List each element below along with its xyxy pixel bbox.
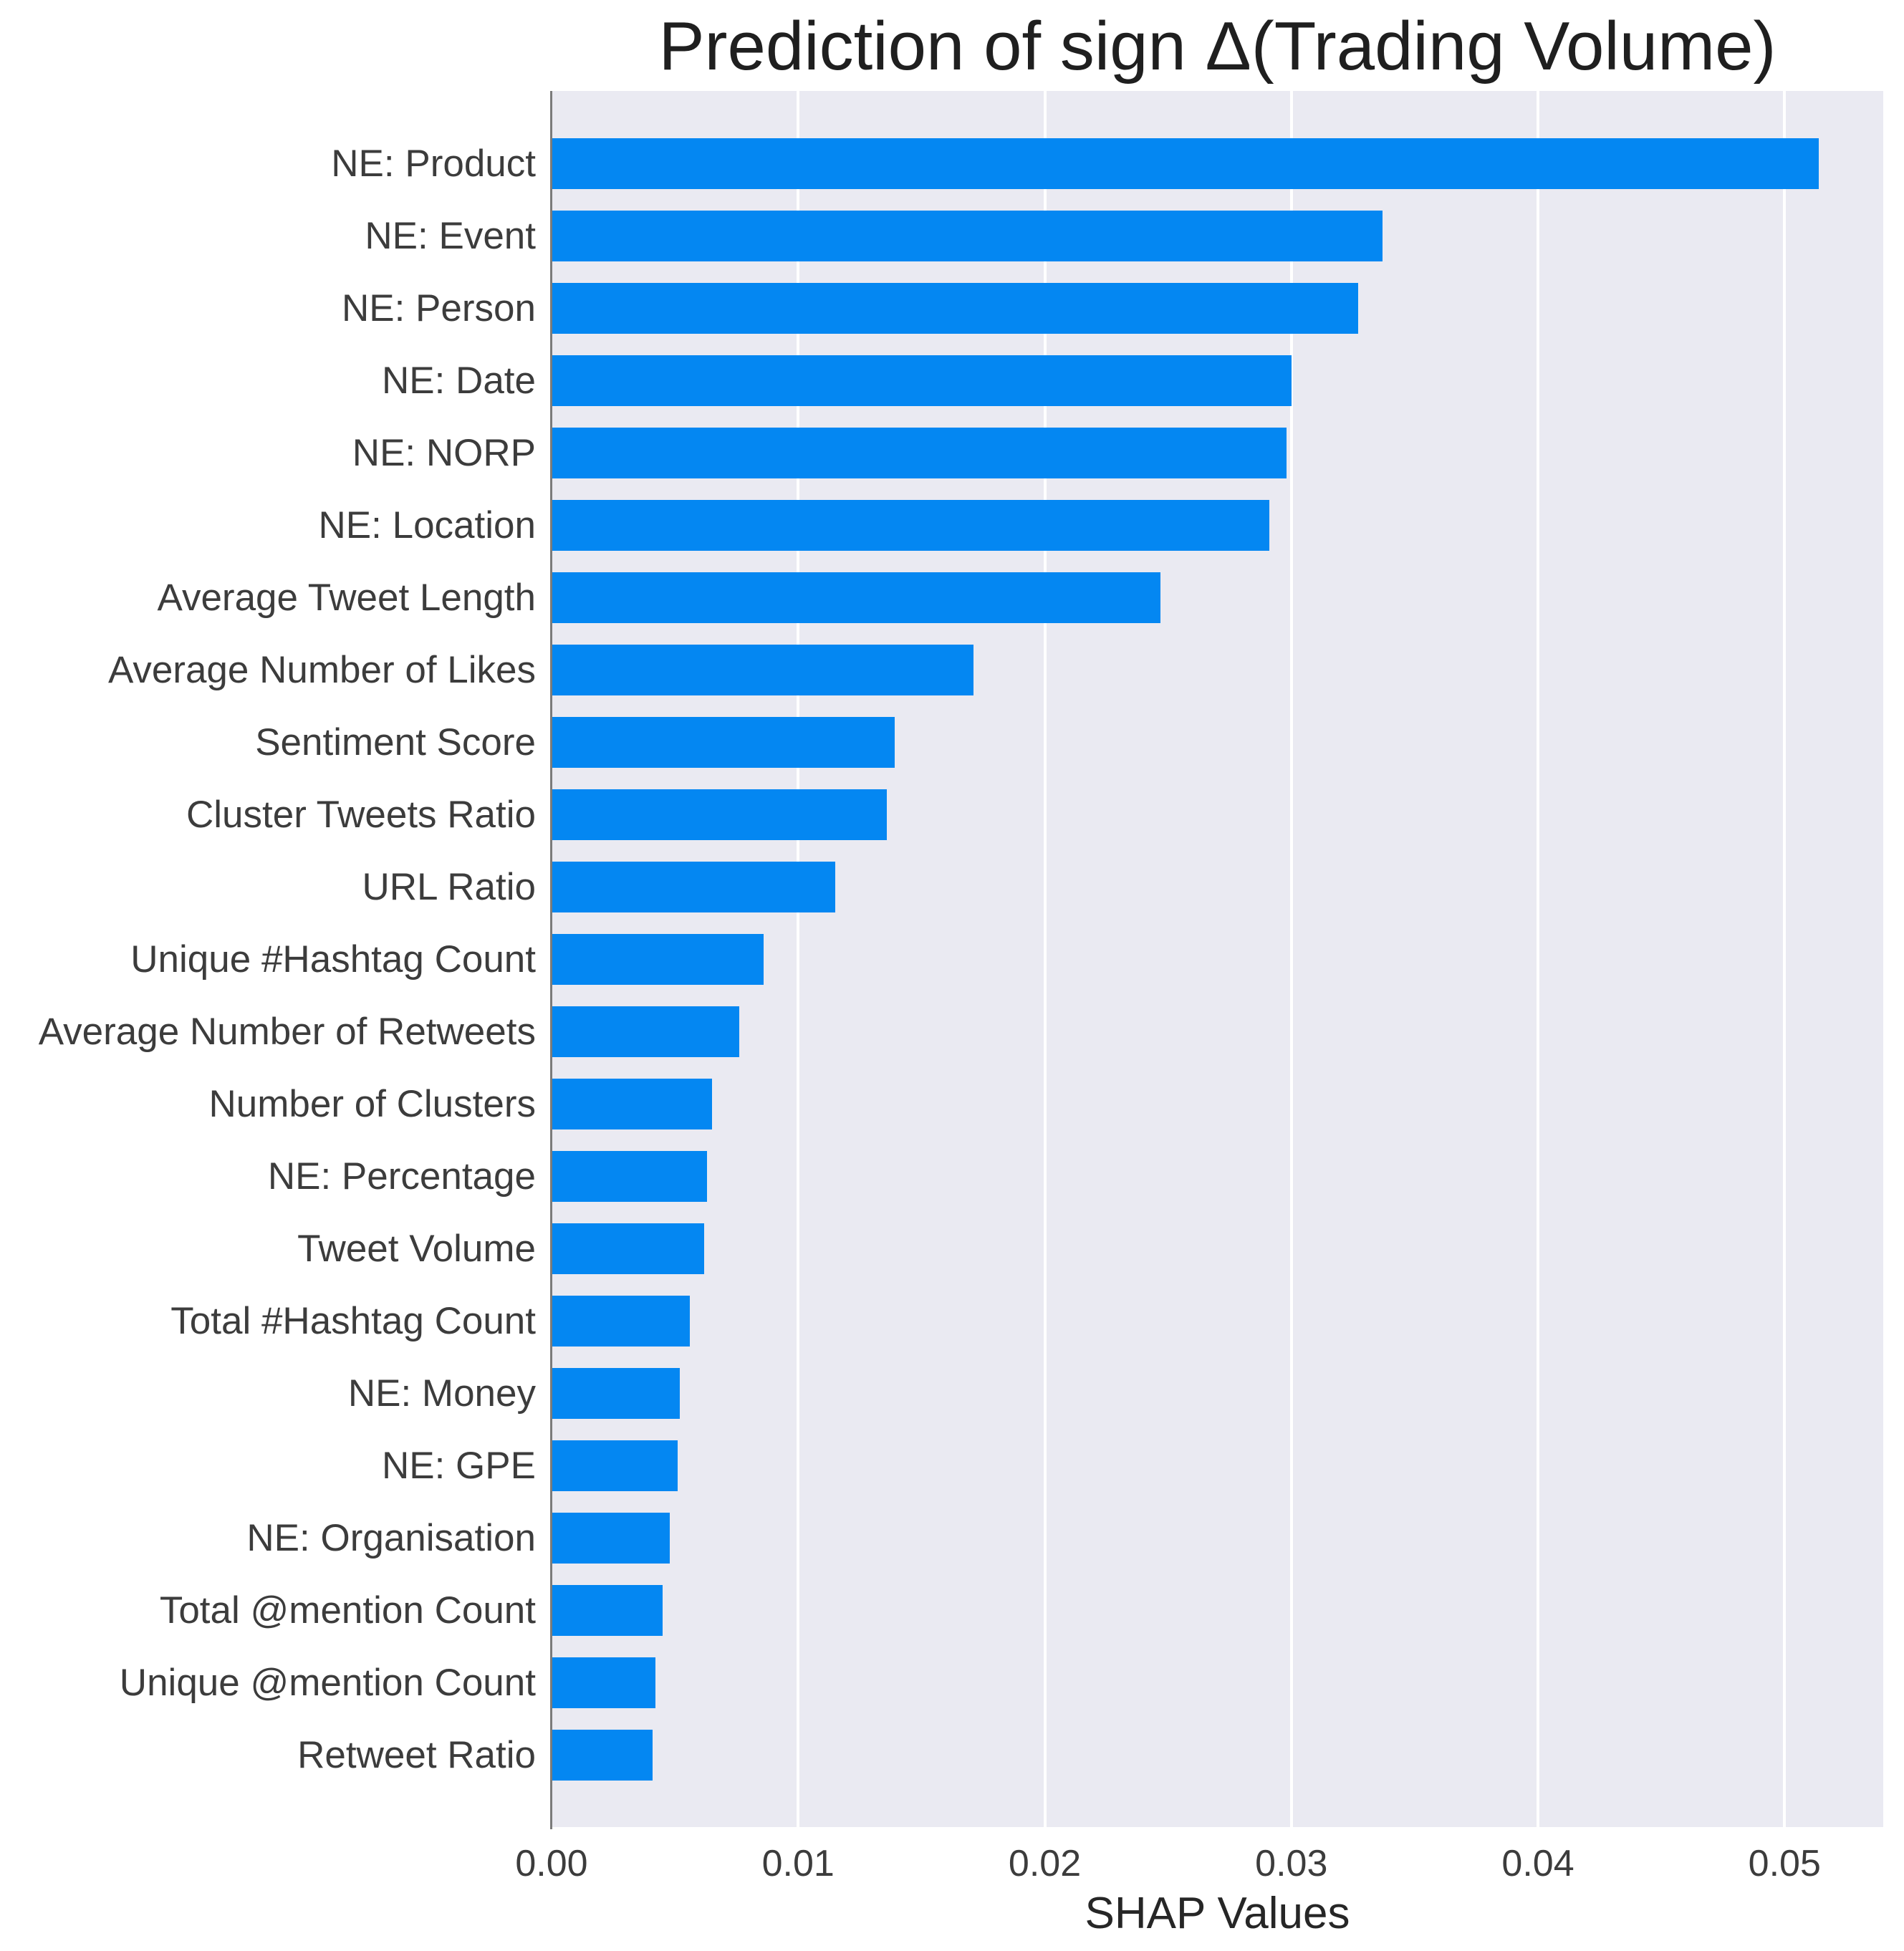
bar bbox=[552, 933, 764, 985]
bar bbox=[552, 1223, 705, 1274]
y-tick-label: NE: Percentage bbox=[267, 1155, 536, 1198]
bar bbox=[552, 1440, 678, 1491]
x-axis-label: SHAP Values bbox=[1085, 1889, 1350, 1938]
y-tick-label: Average Tweet Length bbox=[157, 576, 536, 619]
bar bbox=[552, 427, 1287, 478]
gridline bbox=[797, 91, 800, 1827]
x-tick-label: 0.02 bbox=[1008, 1843, 1082, 1884]
y-tick-label: NE: Organisation bbox=[246, 1516, 536, 1559]
y-tick-label: Average Number of Retweets bbox=[38, 1010, 536, 1053]
bar bbox=[552, 861, 835, 912]
y-tick-label: NE: Person bbox=[341, 286, 536, 329]
bar bbox=[552, 789, 888, 840]
bar bbox=[552, 716, 895, 768]
y-tick-label: Unique @mention Count bbox=[119, 1661, 536, 1704]
x-tick-label: 0.01 bbox=[761, 1843, 835, 1884]
y-tick-label: Total #Hashtag Count bbox=[170, 1299, 536, 1342]
y-tick-label: Sentiment Score bbox=[255, 721, 536, 763]
bar bbox=[552, 1367, 680, 1419]
bar bbox=[552, 355, 1292, 406]
y-tick-label: NE: Money bbox=[347, 1372, 536, 1415]
bar bbox=[552, 1512, 670, 1564]
gridline bbox=[1043, 91, 1047, 1827]
x-tick-label: 0.00 bbox=[515, 1843, 588, 1884]
y-tick-label: NE: Event bbox=[365, 214, 536, 257]
bar bbox=[552, 282, 1358, 334]
y-tick-label: Tweet Volume bbox=[297, 1227, 536, 1270]
y-axis-spine bbox=[550, 91, 552, 1829]
y-tick-label: NE: GPE bbox=[381, 1444, 536, 1487]
bar bbox=[552, 1729, 653, 1781]
y-tick-label: Unique #Hashtag Count bbox=[130, 938, 536, 981]
y-tick-label: Retweet Ratio bbox=[297, 1733, 536, 1776]
bar bbox=[552, 1150, 707, 1202]
y-tick-label: Cluster Tweets Ratio bbox=[186, 793, 536, 836]
y-tick-label: URL Ratio bbox=[362, 865, 536, 908]
y-tick-label: NE: NORP bbox=[352, 431, 536, 474]
bar bbox=[552, 1006, 739, 1057]
bar bbox=[552, 138, 1819, 189]
bar bbox=[552, 572, 1161, 623]
y-axis-tick-labels: NE: Product NE: Event NE: Person NE: Date NE… bbox=[0, 91, 552, 1827]
chart-title: Prediction of sign Δ(Trading Volume) bbox=[658, 8, 1776, 85]
gridline bbox=[1289, 91, 1293, 1827]
bar bbox=[552, 210, 1383, 261]
y-tick-label: NE: Product bbox=[331, 142, 536, 185]
x-axis-tick-labels: 0.00 0.01 0.02 0.03 0.04 0.05 bbox=[515, 1842, 1883, 1892]
x-tick-label: 0.04 bbox=[1501, 1843, 1574, 1884]
x-tick-label: 0.03 bbox=[1255, 1843, 1328, 1884]
bar bbox=[552, 1295, 690, 1347]
bar bbox=[552, 1657, 655, 1708]
y-tick-label: NE: Location bbox=[318, 504, 536, 546]
bar bbox=[552, 499, 1269, 551]
gridline bbox=[1537, 91, 1540, 1827]
y-tick-label: Total @mention Count bbox=[159, 1589, 536, 1632]
y-tick-label: NE: Date bbox=[381, 359, 536, 402]
y-tick-label: Average Number of Likes bbox=[107, 648, 536, 691]
gridline bbox=[1783, 91, 1787, 1827]
bar bbox=[552, 1584, 663, 1636]
x-tick-label: 0.05 bbox=[1748, 1843, 1821, 1884]
plot-area bbox=[552, 91, 1883, 1827]
bar bbox=[552, 1078, 712, 1129]
bar bbox=[552, 644, 973, 695]
y-tick-label: Number of Clusters bbox=[208, 1082, 536, 1125]
